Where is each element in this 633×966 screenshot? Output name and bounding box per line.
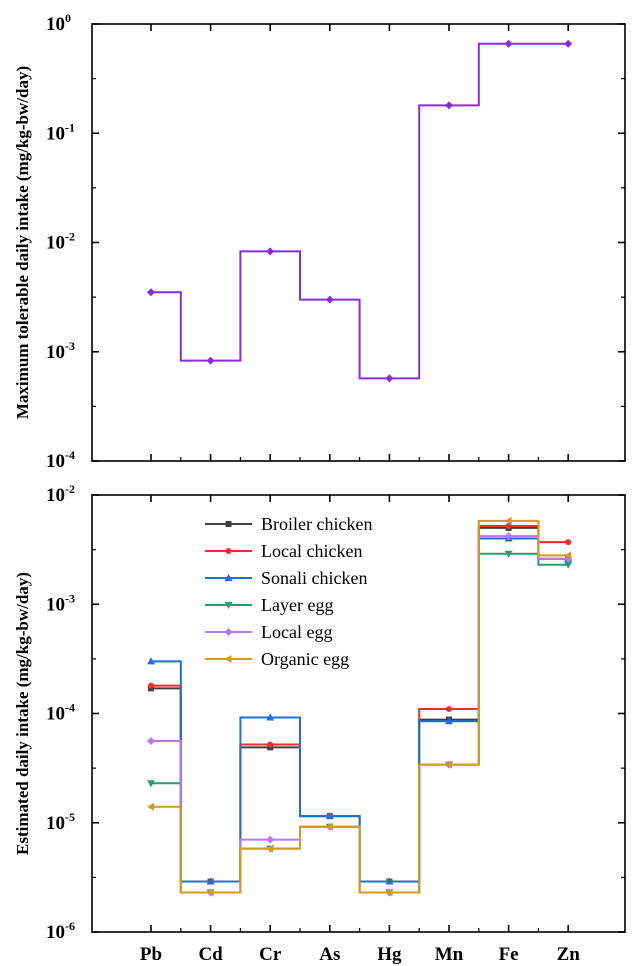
legend-label: Local egg bbox=[261, 622, 332, 642]
data-point bbox=[564, 551, 572, 560]
data-point bbox=[266, 835, 275, 844]
legend-label: Sonali chicken bbox=[261, 568, 367, 588]
data-point bbox=[504, 532, 513, 541]
legend-marker bbox=[224, 574, 233, 581]
data-point bbox=[147, 802, 154, 811]
y-tick-label: 100 bbox=[46, 11, 71, 35]
data-point bbox=[446, 705, 452, 712]
data-point bbox=[445, 760, 452, 769]
data-point bbox=[266, 844, 274, 853]
series-line bbox=[147, 39, 573, 383]
data-point bbox=[385, 877, 394, 885]
category-label-as: As bbox=[319, 944, 340, 965]
y-tick-label: 10-2 bbox=[46, 230, 75, 254]
legend-label: Organic egg bbox=[261, 649, 349, 669]
category-label-mn: Mn bbox=[435, 944, 464, 965]
legend: Broiler chicken Local chicken Sonali chick… bbox=[205, 514, 372, 669]
legend-label: Layer egg bbox=[261, 595, 333, 615]
data-point bbox=[505, 523, 512, 530]
data-point bbox=[385, 374, 394, 383]
data-point bbox=[445, 101, 453, 110]
legend-marker bbox=[224, 628, 233, 636]
legend-item-4: Layer egg bbox=[205, 595, 333, 615]
data-point bbox=[147, 737, 155, 746]
y-axis-label: Maximum tolerable daily intake (mg/kg-bw… bbox=[13, 66, 32, 419]
y-tick-label: 10-5 bbox=[46, 810, 75, 834]
data-point bbox=[504, 39, 513, 48]
y-tick-label: 10-3 bbox=[46, 339, 75, 363]
data-point bbox=[325, 812, 334, 820]
data-point bbox=[206, 877, 215, 885]
data-point bbox=[565, 539, 572, 546]
y-tick-label: 10-1 bbox=[46, 120, 75, 144]
series-line bbox=[151, 42, 569, 380]
legend-item-3: Sonali chicken bbox=[205, 568, 367, 588]
data-point bbox=[148, 682, 154, 689]
data-point bbox=[564, 561, 573, 569]
legend-item-5: Local egg bbox=[205, 622, 332, 642]
legend-marker bbox=[225, 521, 232, 527]
data-point bbox=[147, 780, 155, 788]
legend-item-2: Local chicken bbox=[205, 541, 362, 561]
plot-frame bbox=[91, 23, 626, 462]
legend-marker bbox=[224, 655, 232, 663]
legend-item-6: Organic egg bbox=[205, 649, 349, 669]
category-label-fe: Fe bbox=[499, 944, 519, 965]
data-point bbox=[266, 713, 275, 721]
category-label-cr: Cr bbox=[259, 944, 282, 965]
data-point bbox=[147, 288, 155, 297]
legend-item-1: Broiler chicken bbox=[205, 514, 372, 534]
y-tick-label: 10-4 bbox=[46, 701, 75, 725]
y-tick-label: 10-4 bbox=[46, 448, 75, 472]
data-point bbox=[504, 516, 512, 525]
data-point bbox=[206, 356, 215, 365]
data-point bbox=[325, 822, 333, 831]
data-point bbox=[267, 741, 274, 748]
y-tick-label: 10-3 bbox=[46, 591, 75, 615]
y-tick-label: 10-6 bbox=[46, 919, 75, 943]
data-point bbox=[266, 247, 275, 256]
chart-panel-1: 100 10-1 10-2 10-3 10-4 Maximum tolerable dai… bbox=[13, 11, 626, 472]
chart-panel-2: 10-2 10-3 10-4 10-5 10-6 Pb Cd Cr As Hg Mn Fe Zn Esti… bbox=[13, 482, 626, 965]
y-tick-label: 10-2 bbox=[46, 482, 75, 506]
data-point bbox=[504, 550, 513, 558]
data-point bbox=[147, 657, 155, 665]
data-point bbox=[564, 39, 573, 48]
data-point bbox=[206, 888, 214, 897]
legend-marker bbox=[225, 548, 232, 554]
y-axis-label: Estimated daily intake (mg/kg-bw/day) bbox=[13, 572, 32, 855]
category-label-zn: Zn bbox=[557, 944, 581, 965]
category-label-hg: Hg bbox=[377, 944, 402, 965]
data-point bbox=[445, 717, 453, 725]
legend-label: Local chicken bbox=[261, 541, 362, 561]
legend-label: Broiler chicken bbox=[261, 514, 372, 534]
category-label-cd: Cd bbox=[198, 944, 223, 965]
series-organic-egg bbox=[147, 516, 572, 897]
category-label-pb: Pb bbox=[140, 944, 162, 965]
data-point bbox=[385, 888, 393, 897]
legend-marker bbox=[224, 602, 233, 609]
data-point bbox=[325, 295, 334, 304]
